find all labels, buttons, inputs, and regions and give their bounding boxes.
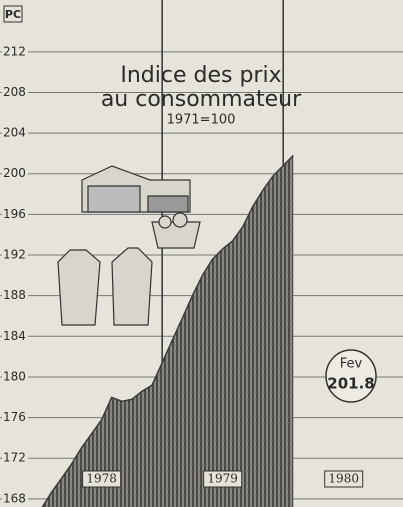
y-tick-label: 204 [3,126,26,140]
y-tick-label: 212 [3,44,26,58]
base-note: 1971=100 [167,113,236,128]
illustration [58,166,200,325]
y-tick-label: 200 [3,166,26,180]
chart: PC 168172176180184188192196200204208212 … [0,0,403,507]
logo: PC [5,8,21,21]
y-tick-label: 168 [3,491,26,505]
callout-value: 201.8 [327,375,374,393]
chart-title: Indice des prix [120,63,281,88]
y-tick-label: 192 [3,248,26,262]
y-tick-label: 208 [3,85,26,99]
y-tick-label: 188 [3,288,26,302]
y-tick-label: 196 [3,207,26,221]
y-tick-label: 184 [3,329,26,343]
callout-label: Fev [340,357,363,372]
x-tick-label: 1978 [86,472,117,486]
chart-subtitle: au consommateur [101,87,302,112]
y-tick-label: 180 [3,369,26,383]
y-tick-label: 176 [3,410,26,424]
x-tick-label: 1980 [328,472,359,486]
x-tick-label: 1979 [207,472,238,486]
y-tick-label: 172 [3,451,26,465]
